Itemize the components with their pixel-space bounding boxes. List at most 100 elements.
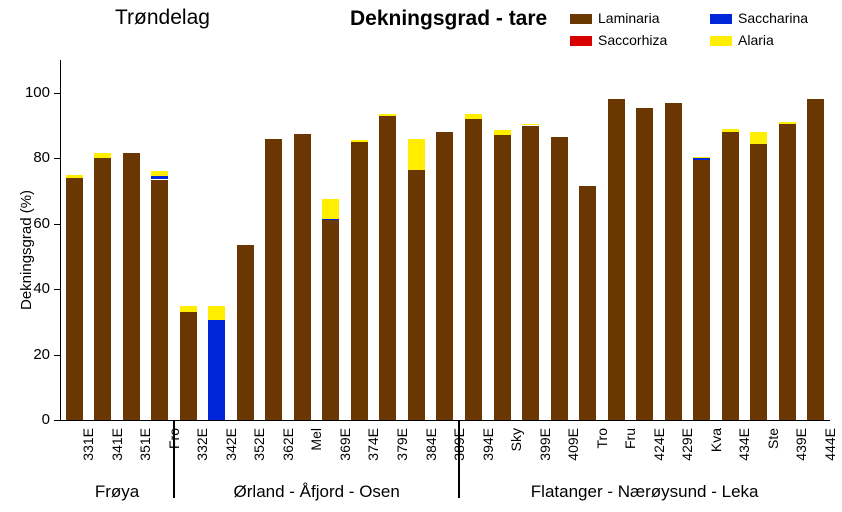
bar-laminaria [779,124,796,420]
legend-laminaria: Laminaria [570,10,659,26]
xtick-label: 342E [223,428,239,488]
xtick-label: 369E [337,428,353,488]
bar-laminaria [579,186,596,420]
ytick-mark [54,289,60,290]
bar-alaria [379,114,396,116]
legend-label: Alaria [738,32,774,48]
legend-swatch-saccharina [710,14,732,24]
ytick-label: 100 [20,84,50,101]
legend-saccharina: Saccharina [710,10,808,26]
legend-label: Saccharina [738,10,808,26]
bar-alaria [180,306,197,313]
legend-swatch-saccorhiza [570,36,592,46]
bar-alaria [408,139,425,170]
xtick-label: 434E [736,428,752,488]
xtick-label: Tro [594,428,610,488]
legend-alaria: Alaria [710,32,774,48]
bar-laminaria [237,245,254,420]
xtick-label: 374E [365,428,381,488]
bar-alaria [779,122,796,124]
bar-laminaria [551,137,568,420]
ytick-label: 80 [20,149,50,166]
x-axis [60,420,830,421]
bar-laminaria [94,158,111,420]
xtick-label: 352E [251,428,267,488]
ytick-mark [54,355,60,356]
xtick-label: 351E [137,428,153,488]
xtick-label: 399E [537,428,553,488]
xtick-label: 362E [280,428,296,488]
bar-alaria [693,157,710,159]
bar-laminaria [608,99,625,420]
xtick-label: 424E [651,428,667,488]
xtick-label: 331E [80,428,96,488]
region-label: Ørland - Åfjord - Osen [174,482,459,502]
xtick-label: 439E [793,428,809,488]
ytick-label: 0 [20,411,50,428]
region-label: Frøya [60,482,174,502]
bar-laminaria [522,126,539,421]
bar-laminaria [408,170,425,420]
bar-saccharina [693,158,710,160]
bar-alaria [522,124,539,126]
bar-laminaria [436,132,453,420]
bar-laminaria [66,178,83,420]
bar-saccharina [322,219,339,221]
bar-laminaria [180,312,197,420]
bar-laminaria [636,108,653,421]
bar-laminaria [665,103,682,421]
bar-saccharina [208,320,225,420]
legend-saccorhiza: Saccorhiza [570,32,667,48]
bar-alaria [151,171,168,176]
bar-laminaria [465,119,482,420]
chart-title: Dekningsgrad - tare [350,7,547,31]
xtick-label: 429E [679,428,695,488]
xtick-label: 384E [423,428,439,488]
bar-alaria [322,199,339,219]
xtick-label: Sky [508,428,524,488]
ytick-mark [54,420,60,421]
bar-laminaria [807,99,824,420]
bar-laminaria [265,139,282,421]
bar-alaria [208,306,225,321]
bar-alaria [465,114,482,119]
bar-alaria [351,140,368,142]
xtick-label: Ste [765,428,781,488]
xtick-label: 394E [480,428,496,488]
bar-alaria [494,130,511,135]
legend-label: Saccorhiza [598,32,667,48]
bar-alaria [722,129,739,132]
bar-laminaria [494,135,511,420]
xtick-label: 379E [394,428,410,488]
bar-laminaria [151,180,168,421]
xtick-label: Kva [708,428,724,488]
bar-laminaria [379,116,396,420]
ytick-label: 40 [20,280,50,297]
bar-alaria [750,132,767,144]
bar-laminaria [693,160,710,420]
ytick-mark [54,224,60,225]
legend-swatch-laminaria [570,14,592,24]
ytick-label: 60 [20,215,50,232]
bar-laminaria [123,153,140,420]
xtick-label: Mel [308,428,324,488]
title-region: Trøndelag [115,6,210,30]
bar-laminaria [294,134,311,420]
bar-saccharina [151,176,168,179]
legend-label: Laminaria [598,10,659,26]
bar-laminaria [322,220,339,420]
xtick-label: 341E [109,428,125,488]
ytick-label: 20 [20,346,50,363]
bar-laminaria [351,142,368,420]
bar-laminaria [750,144,767,421]
bar-laminaria [722,132,739,420]
ytick-mark [54,158,60,159]
xtick-label: Fru [622,428,638,488]
y-axis [60,60,61,420]
xtick-label: 332E [194,428,210,488]
legend-swatch-alaria [710,36,732,46]
bar-alaria [94,153,111,158]
xtick-label: 444E [822,428,838,488]
region-label: Flatanger - Nærøysund - Leka [459,482,830,502]
ytick-mark [54,93,60,94]
